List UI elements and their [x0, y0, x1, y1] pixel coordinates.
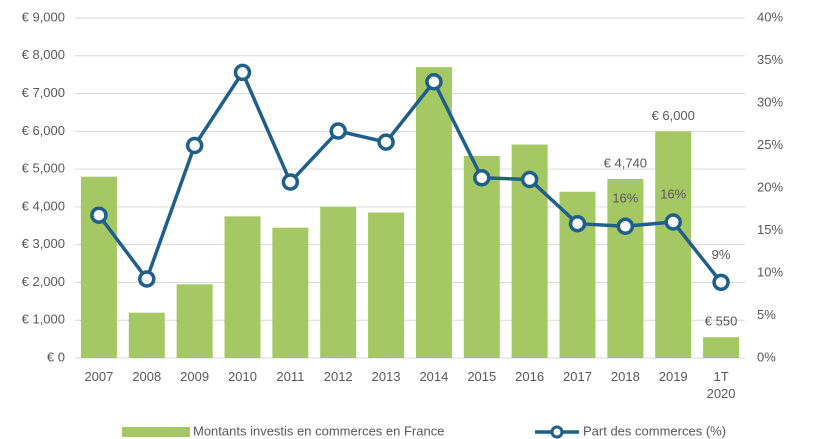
line-value-label: 16%	[660, 186, 686, 201]
line-point	[616, 217, 635, 235]
y2-tick-label: 35%	[757, 52, 783, 67]
y-tick-label: € 0	[47, 349, 65, 364]
line-point	[90, 206, 108, 224]
bar	[272, 227, 309, 358]
line-point	[712, 273, 730, 292]
y-tick-label: € 7,000	[22, 85, 65, 100]
line-point	[138, 270, 156, 288]
x-tick-label: 2014	[419, 369, 449, 384]
legend-label: Part des commerces (%)	[583, 423, 726, 438]
line-value-label: 9%	[712, 247, 731, 262]
line-point	[568, 214, 587, 233]
x-tick-label: 2017	[563, 369, 592, 384]
y-tick-label: € 1,000	[22, 312, 65, 327]
bar-value-label: € 6,000	[652, 108, 695, 123]
bar	[655, 131, 692, 358]
y-tick-label: € 3,000	[22, 236, 65, 251]
bar	[415, 67, 452, 358]
y2-tick-label: 10%	[757, 264, 783, 279]
x-tick-label: 2019	[658, 369, 688, 384]
x-tick-label: 2013	[371, 369, 401, 384]
y2-tick-label: 25%	[757, 137, 783, 152]
legend-label: Montants investis en commerces en France	[193, 423, 444, 438]
line-value-label: 16%	[612, 191, 638, 206]
legend-swatch-point	[550, 425, 564, 439]
bar	[80, 176, 117, 358]
x-tick-label: 1T 2020	[706, 369, 736, 401]
x-tick-label: 2015	[467, 369, 497, 384]
line-point	[425, 73, 443, 91]
y-tick-label: € 5,000	[22, 161, 65, 176]
y-tick-label: € 9,000	[22, 9, 65, 24]
line-point	[233, 63, 252, 82]
y-tick-label: € 4,000	[22, 198, 65, 213]
bar	[320, 206, 357, 358]
bar	[463, 155, 500, 358]
x-tick-label: 2009	[180, 369, 210, 384]
y-tick-label: € 2,000	[22, 274, 65, 289]
bar	[128, 312, 165, 358]
y2-tick-label: 20%	[757, 179, 783, 194]
y2-tick-label: 0%	[757, 349, 776, 364]
bar	[224, 216, 261, 358]
y2-tick-label: 5%	[757, 307, 776, 322]
x-tick-label: 2011	[276, 369, 305, 384]
x-tick-label: 2018	[610, 369, 640, 384]
bar	[703, 337, 740, 358]
x-tick-label: 2012	[323, 369, 353, 384]
line-point	[520, 170, 539, 189]
line-point	[664, 213, 682, 231]
y2-tick-label: 30%	[757, 94, 783, 109]
line-point	[473, 169, 491, 187]
x-tick-label: 2010	[228, 369, 257, 384]
bar	[607, 178, 644, 358]
y-tick-label: € 8,000	[22, 47, 65, 62]
line-point	[329, 122, 347, 140]
x-tick-label: 2016	[515, 369, 545, 384]
bar	[368, 212, 405, 358]
line-point	[185, 136, 204, 155]
bar	[176, 284, 213, 358]
x-tick-label: 2008	[132, 369, 162, 384]
x-tick-label: 2007	[84, 369, 114, 384]
y2-tick-label: 40%	[757, 9, 783, 24]
line-point	[377, 133, 395, 151]
line-point	[281, 173, 300, 191]
y2-tick-label: 15%	[757, 222, 783, 237]
bar-value-label: € 550	[705, 314, 738, 329]
y-tick-label: € 6,000	[22, 123, 65, 138]
bar-value-label: € 4,740	[604, 155, 647, 170]
legend-swatch	[122, 427, 190, 437]
